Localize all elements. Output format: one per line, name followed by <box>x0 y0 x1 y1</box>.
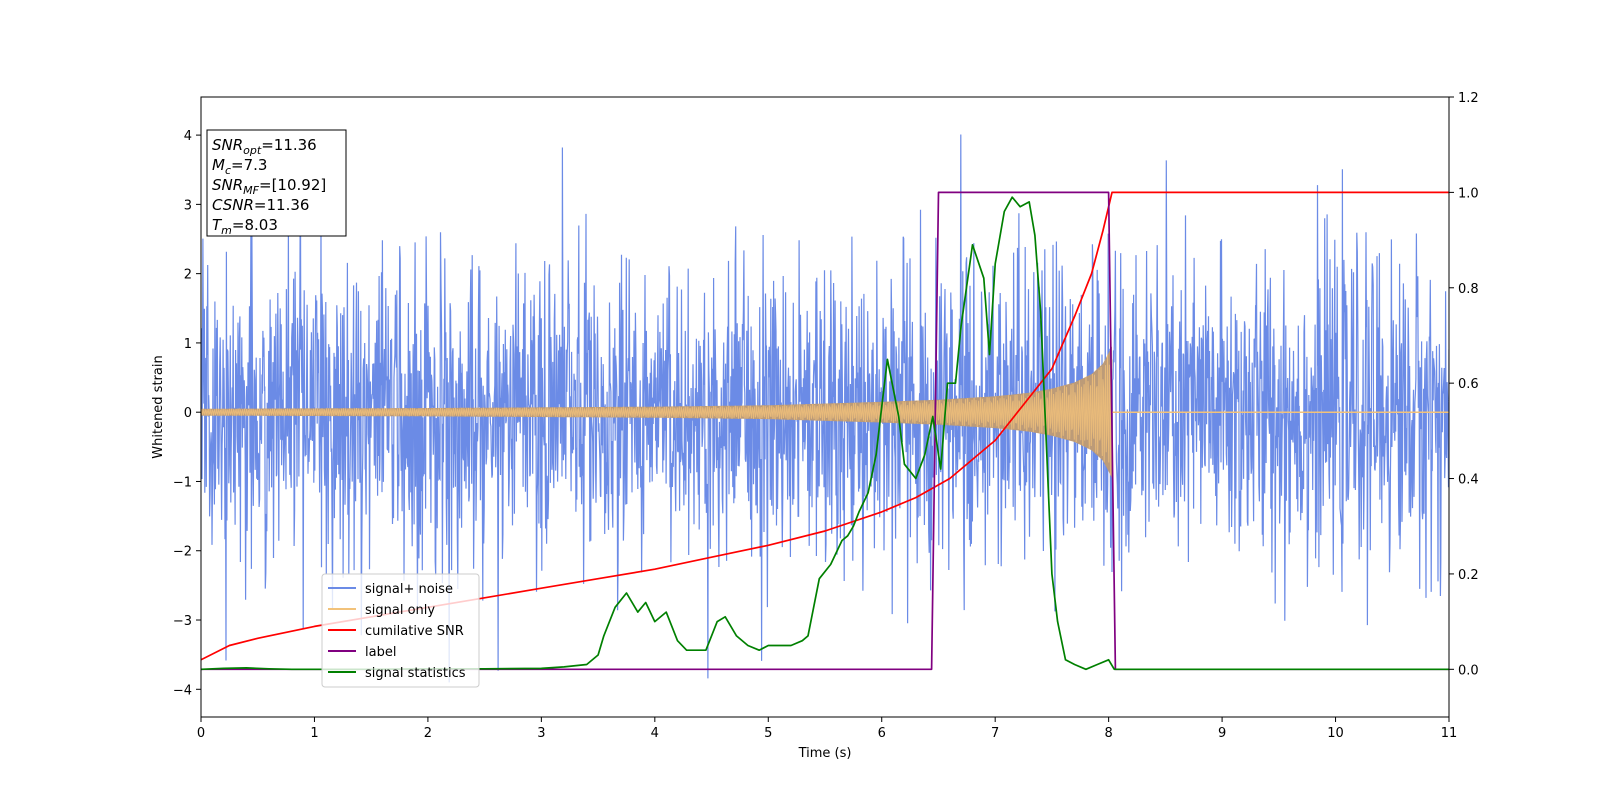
x-axis-label: Time (s) <box>798 746 852 761</box>
y-right-tick-label: 1.0 <box>1458 186 1479 201</box>
signal-only-series <box>201 346 1449 478</box>
x-tick-label: 0 <box>197 726 205 741</box>
x-tick-label: 2 <box>424 726 432 741</box>
signal-only-line <box>201 355 1113 476</box>
y-right-tick-label: 0.6 <box>1458 377 1479 392</box>
y-right-tick-label: 1.2 <box>1458 91 1479 106</box>
y-tick-label: 4 <box>184 129 192 144</box>
legend-frame <box>321 573 480 688</box>
legend-entry-label: label <box>365 645 396 660</box>
legend-entry-label: cumilative SNR <box>365 624 464 639</box>
legend-entry-label: signal only <box>365 603 435 618</box>
x-tick-label: 9 <box>1218 726 1226 741</box>
legend-entry-label: signal statistics <box>365 666 466 681</box>
axes-ticks: 0 1 2 3 4 5 6 7 8 9 10 11 −4 −3 −2 −1 0 1 2 3 4 0.0 0.2 0.4 0.6 0… <box>173 91 1479 741</box>
y-right-tick-label: 0.8 <box>1458 282 1479 297</box>
x-tick-label: 1 <box>310 726 318 741</box>
y-right-tick-label: 0.0 <box>1458 663 1479 678</box>
annotation-line: SNRMF=[10.92] <box>212 176 326 197</box>
signal-noise-line <box>201 134 1449 683</box>
x-tick-label: 8 <box>1104 726 1112 741</box>
annotation-line: CSNR=11.36 <box>212 196 309 214</box>
x-tick-label: 5 <box>764 726 772 741</box>
y-tick-label: 0 <box>184 406 192 421</box>
x-tick-label: 4 <box>651 726 659 741</box>
y-tick-label: 2 <box>184 268 192 283</box>
y-tick-label: −1 <box>173 475 192 490</box>
metrics-annotation-box: SNRopt=11.36Mc=7.3SNRMF=[10.92]CSNR=11.3… <box>206 129 347 237</box>
signal-statistics-line <box>201 196 1449 671</box>
annotation-line: Mc=7.3 <box>212 156 267 177</box>
y-tick-label: −3 <box>173 614 192 629</box>
legend: signal+ noise signal only cumilative SNR la… <box>321 573 480 688</box>
x-tick-label: 11 <box>1441 726 1458 741</box>
annotation-line: SNRopt=11.36 <box>212 136 317 157</box>
y-tick-label: 3 <box>184 198 192 213</box>
plot-frame <box>200 96 1450 718</box>
y-tick-label: −4 <box>173 683 192 698</box>
x-tick-label: 3 <box>537 726 545 741</box>
annotation-frame <box>206 129 347 237</box>
y-tick-label: 1 <box>184 337 192 352</box>
noise-series <box>201 134 1449 683</box>
y-right-tick-label: 0.4 <box>1458 473 1479 488</box>
y-tick-label: −2 <box>173 545 192 560</box>
x-tick-label: 6 <box>878 726 886 741</box>
x-tick-label: 10 <box>1327 726 1344 741</box>
annotation-line: Tm=8.03 <box>212 216 278 237</box>
y-axis-label: Whitened strain <box>151 355 166 458</box>
x-tick-label: 7 <box>991 726 999 741</box>
y-right-tick-label: 0.2 <box>1458 568 1479 583</box>
legend-entry-label: signal+ noise <box>365 582 453 597</box>
